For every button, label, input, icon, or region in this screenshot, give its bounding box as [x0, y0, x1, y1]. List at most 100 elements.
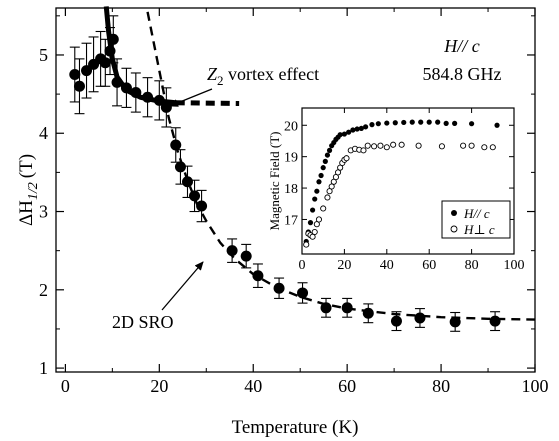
inset-background	[284, 103, 519, 269]
inset-point-h-parallel	[452, 120, 458, 126]
x-tick-label: 60	[338, 376, 356, 396]
inset-y-tick-label: 19	[284, 151, 298, 166]
data-point	[107, 33, 119, 45]
inset-point-h-perp	[415, 142, 422, 149]
x-tick-label: 80	[432, 376, 450, 396]
inset-point-h-perp	[438, 143, 445, 150]
y-tick-label: 3	[39, 202, 48, 222]
x-tick-label: 0	[61, 376, 70, 396]
data-point	[189, 190, 201, 202]
inset-point-h-parallel	[375, 121, 381, 127]
inset-x-tick-label: 80	[465, 258, 479, 273]
inset-point-h-parallel	[443, 120, 449, 126]
arrow-z2-vortex	[169, 88, 213, 107]
y-tick-label: 1	[39, 358, 48, 378]
inset-point-h-perp	[383, 144, 390, 151]
inset-point-h-parallel	[350, 127, 356, 133]
z2-rest: vortex effect	[224, 64, 320, 84]
inset-point-h-parallel	[310, 207, 316, 213]
inset-point-h-parallel	[326, 147, 333, 153]
data-point	[111, 76, 123, 88]
inset-point-h-perp	[398, 141, 405, 148]
z2-subscript: 2	[217, 73, 224, 88]
y-tick-label: 5	[39, 45, 48, 65]
data-point	[120, 82, 132, 94]
inset-x-tick-label: 60	[422, 258, 436, 273]
inset-point-h-parallel	[369, 122, 375, 128]
legend-label-h-perp: H⊥ c	[463, 222, 495, 237]
y-axis-label-main: ΔH	[16, 200, 37, 226]
data-point	[252, 270, 264, 282]
inset-point-h-perp	[364, 142, 371, 149]
data-point	[297, 287, 309, 299]
y-tick-label: 4	[39, 123, 48, 143]
inset-point-h-perp	[360, 147, 367, 154]
inset-point-h-parallel	[320, 165, 326, 171]
inset-point-h-perp	[315, 216, 323, 223]
data-point	[181, 176, 193, 188]
annotation-frequency: 584.8 GHz	[423, 64, 502, 84]
y-axis-label: ΔH1/2 (T)	[16, 154, 41, 226]
data-point	[390, 315, 402, 327]
data-point	[174, 161, 186, 173]
inset-x-tick-label: 100	[504, 258, 525, 273]
data-point	[104, 45, 116, 57]
inset-y-axis-label: Magnetic Field (T)	[267, 132, 282, 231]
inset-point-h-parallel	[324, 152, 331, 158]
legend-marker-h-perp	[450, 225, 458, 233]
inset-point-h-perp	[460, 142, 467, 149]
inset-point-h-parallel	[418, 119, 424, 125]
data-point	[153, 94, 165, 106]
inset-y-tick-label: 18	[284, 182, 298, 197]
data-point	[226, 245, 238, 257]
inset-y-tick-label: 20	[284, 119, 298, 134]
inset-point-h-parallel	[314, 188, 320, 194]
inset-point-h-parallel	[401, 119, 407, 126]
data-point	[99, 57, 111, 69]
inset-point-h-parallel	[318, 172, 324, 179]
data-point	[320, 302, 332, 314]
2d-sro-fit-dashed	[146, 11, 536, 321]
inset-point-h-parallel	[435, 119, 441, 125]
main-axis-ticks	[56, 8, 536, 372]
z2-vortex-fit-dashed	[175, 100, 240, 106]
inset-point-h-parallel	[346, 129, 352, 135]
data-point	[449, 316, 461, 328]
inset-legend: H// c H⊥ c	[441, 200, 511, 239]
data-point	[142, 91, 154, 103]
inset-point-h-parallel	[307, 220, 314, 226]
inset-legend-box	[441, 200, 511, 239]
inset-point-h-parallel	[337, 132, 343, 138]
inset-point-h-perp	[343, 155, 350, 162]
inset-point-h-parallel	[392, 120, 398, 126]
annotation-2d-sro: 2D SRO	[112, 312, 174, 332]
y-axis-label-sub: 1/2	[26, 182, 41, 200]
x-tick-label: 40	[244, 376, 262, 396]
inset-data-points	[303, 119, 500, 248]
inset-x-tick-label: 0	[299, 258, 306, 273]
inset-point-h-perp	[390, 141, 397, 148]
inset-point-h-parallel	[409, 119, 415, 125]
inset-point-h-parallel	[358, 125, 364, 132]
inset-point-h-parallel	[469, 121, 475, 127]
inset-point-h-perp	[320, 205, 327, 212]
data-point	[414, 312, 426, 324]
data-point	[130, 87, 142, 99]
data-point	[341, 302, 353, 314]
y-tick-label: 2	[39, 280, 48, 300]
annotation-field-direction: H// c	[443, 36, 480, 56]
main-data-points	[69, 15, 501, 332]
inset-point-h-perp	[377, 142, 384, 149]
legend-marker-h-parallel	[451, 210, 457, 216]
data-point	[489, 315, 501, 327]
data-point	[73, 80, 85, 92]
inset-point-h-perp	[311, 228, 318, 236]
inset-frame	[301, 107, 515, 255]
data-point	[160, 101, 172, 113]
main-plot-frame	[55, 7, 536, 373]
inset-point-h-parallel	[426, 119, 432, 125]
inset-point-h-parallel	[494, 122, 500, 128]
